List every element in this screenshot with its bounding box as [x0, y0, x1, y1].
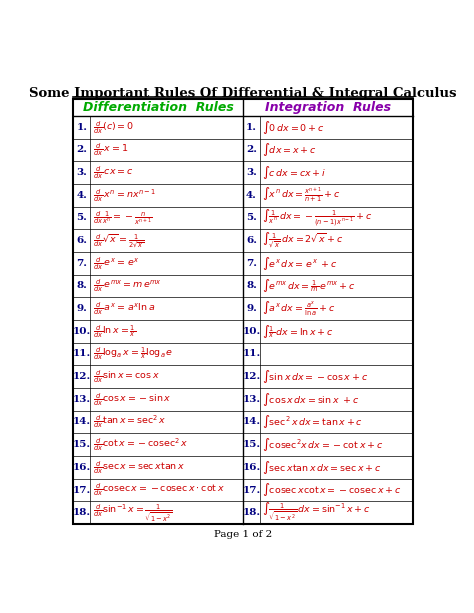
Text: $\frac{d}{dx}\tan x = \sec^2 x$: $\frac{d}{dx}\tan x = \sec^2 x$	[92, 414, 166, 430]
Text: $\frac{d}{dx}\sin x = \cos x$: $\frac{d}{dx}\sin x = \cos x$	[92, 368, 160, 385]
Text: 6.: 6.	[76, 236, 87, 245]
Text: 18.: 18.	[242, 508, 261, 517]
Text: 7.: 7.	[76, 259, 87, 268]
Text: 17.: 17.	[73, 485, 91, 495]
Text: 13.: 13.	[242, 395, 261, 404]
Text: $\int \sin x\,dx = -\cos x + c$: $\int \sin x\,dx = -\cos x + c$	[262, 368, 368, 385]
Text: 8.: 8.	[76, 281, 87, 291]
Text: 10.: 10.	[242, 327, 261, 336]
Text: $\frac{d}{dx}\,x^n = nx^{n-1}$: $\frac{d}{dx}\,x^n = nx^{n-1}$	[92, 187, 155, 204]
Text: 2.: 2.	[76, 145, 87, 154]
Text: Differentiation  Rules: Differentiation Rules	[82, 101, 234, 114]
Text: Some Important Rules Of Differential & Integral Calculus: Some Important Rules Of Differential & I…	[29, 88, 456, 101]
Text: 17.: 17.	[242, 485, 261, 495]
Text: $\frac{d}{dx}\,e^x =\, e^x$: $\frac{d}{dx}\,e^x =\, e^x$	[92, 255, 139, 272]
Text: 11.: 11.	[242, 349, 261, 359]
Text: 4.: 4.	[76, 191, 87, 200]
Text: $\int \sec^2 x\,dx = \tan x + c$: $\int \sec^2 x\,dx = \tan x + c$	[262, 414, 364, 430]
Text: $\frac{d}{dx}\,x = 1$: $\frac{d}{dx}\,x = 1$	[92, 142, 128, 158]
Text: 10.: 10.	[73, 327, 91, 336]
Text: $\int \frac{1}{x}\,dx = \ln x + c$: $\int \frac{1}{x}\,dx = \ln x + c$	[262, 323, 334, 340]
Text: $\frac{d}{dx}\sqrt{x} = \frac{1}{2\sqrt{x}}$: $\frac{d}{dx}\sqrt{x} = \frac{1}{2\sqrt{…	[92, 232, 144, 249]
Text: 15.: 15.	[242, 440, 261, 449]
Text: $\int \mathrm{cosec}\, x\cot x = -\mathrm{cosec}\, x + c$: $\int \mathrm{cosec}\, x\cot x = -\mathr…	[262, 482, 402, 498]
Text: $\int \frac{1}{x^n}\,dx = -\frac{1}{(n-1)\,x^{n-1}} + c$: $\int \frac{1}{x^n}\,dx = -\frac{1}{(n-1…	[262, 207, 373, 229]
Text: $\frac{d}{dx}\,e^{mx} = m\,e^{mx}$: $\frac{d}{dx}\,e^{mx} = m\,e^{mx}$	[92, 278, 162, 294]
Text: 1.: 1.	[246, 123, 257, 132]
Text: 9.: 9.	[76, 304, 87, 313]
Text: Page 1 of 2: Page 1 of 2	[214, 530, 272, 539]
Text: $\int \frac{1}{\sqrt{x}}\,dx = 2\sqrt{x} + c$: $\int \frac{1}{\sqrt{x}}\,dx = 2\sqrt{x}…	[262, 231, 344, 250]
Text: $\frac{d}{dx}\log_a x = \frac{1}{x}\log_a e$: $\frac{d}{dx}\log_a x = \frac{1}{x}\log_…	[92, 346, 173, 362]
Text: $\int e^{mx}\,dx = \frac{1}{m}\,e^{mx} + c$: $\int e^{mx}\,dx = \frac{1}{m}\,e^{mx} +…	[262, 278, 356, 294]
Text: $\frac{d}{dx}\sec x = \sec x\tan x$: $\frac{d}{dx}\sec x = \sec x\tan x$	[92, 459, 185, 476]
Text: 16.: 16.	[73, 463, 91, 472]
Text: 2.: 2.	[246, 145, 257, 154]
Text: 3.: 3.	[246, 168, 257, 177]
Text: $\int 0\,dx = 0 + c$: $\int 0\,dx = 0 + c$	[262, 119, 325, 135]
Text: $\int c\,dx = cx + i$: $\int c\,dx = cx + i$	[262, 164, 327, 181]
Text: 7.: 7.	[246, 259, 257, 268]
Text: 8.: 8.	[246, 281, 257, 291]
Text: $\int \cos x\,dx = \sin x\; + c$: $\int \cos x\,dx = \sin x\; + c$	[262, 391, 359, 408]
Text: $\int e^x\,dx =\, e^x\; + c$: $\int e^x\,dx =\, e^x\; + c$	[262, 255, 338, 272]
Text: 4.: 4.	[246, 191, 257, 200]
Text: $\frac{d}{dx}\sin^{-1} x = \frac{1}{\sqrt{1-x^2}}$: $\frac{d}{dx}\sin^{-1} x = \frac{1}{\sqr…	[92, 502, 173, 524]
Text: 5.: 5.	[76, 213, 87, 223]
Text: $\int \sec x\tan x\,dx = \sec x + c$: $\int \sec x\tan x\,dx = \sec x + c$	[262, 459, 382, 476]
Text: 12.: 12.	[73, 372, 91, 381]
Text: 16.: 16.	[242, 463, 261, 472]
Text: 14.: 14.	[242, 417, 261, 427]
Text: $\frac{d}{dx}\,a^x =\, a^x\ln a$: $\frac{d}{dx}\,a^x =\, a^x\ln a$	[92, 300, 155, 317]
Text: Integration  Rules: Integration Rules	[264, 101, 391, 114]
Text: 6.: 6.	[246, 236, 257, 245]
Text: $\int a^x\,dx = \frac{a^x}{\ln a} + c$: $\int a^x\,dx = \frac{a^x}{\ln a} + c$	[262, 300, 336, 318]
Text: 15.: 15.	[73, 440, 91, 449]
Text: 9.: 9.	[246, 304, 257, 313]
Text: $\int x^n\,dx = \frac{x^{n+1}}{n+1} + c$: $\int x^n\,dx = \frac{x^{n+1}}{n+1} + c$	[262, 186, 341, 205]
Text: $\int dx = x + c$: $\int dx = x + c$	[262, 142, 317, 158]
Text: 12.: 12.	[242, 372, 261, 381]
Text: $\frac{d}{dx}\mathrm{cosec}\, x = -\mathrm{cosec}\, x \cdot \cot x$: $\frac{d}{dx}\mathrm{cosec}\, x = -\math…	[92, 482, 224, 498]
Text: $\frac{d}{dx}\ln x = \frac{1}{x}$: $\frac{d}{dx}\ln x = \frac{1}{x}$	[92, 323, 136, 340]
Text: 5.: 5.	[246, 213, 257, 223]
Text: 13.: 13.	[73, 395, 91, 404]
Text: 3.: 3.	[76, 168, 87, 177]
Text: $\frac{d}{dx}(c) = 0$: $\frac{d}{dx}(c) = 0$	[92, 119, 134, 135]
Text: $\frac{d}{dx}\frac{1}{x^n} = -\frac{n}{x^{n+1}}$: $\frac{d}{dx}\frac{1}{x^n} = -\frac{n}{x…	[92, 209, 152, 227]
Text: $\int \frac{1}{\sqrt{1-x^2}}\,dx = \sin^{-1} x + c$: $\int \frac{1}{\sqrt{1-x^2}}\,dx = \sin^…	[262, 501, 371, 524]
Text: $\frac{d}{dx}\cos x = -\sin x$: $\frac{d}{dx}\cos x = -\sin x$	[92, 391, 171, 408]
Text: $\frac{d}{dx}\cot x = -\mathrm{cosec}^2\, x$: $\frac{d}{dx}\cot x = -\mathrm{cosec}^2\…	[92, 436, 188, 453]
Text: 18.: 18.	[73, 508, 91, 517]
Text: $\int \mathrm{cosec}^2 x\,dx = -\cot x + c$: $\int \mathrm{cosec}^2 x\,dx = -\cot x +…	[262, 436, 384, 453]
Text: 1.: 1.	[76, 123, 87, 132]
Text: 11.: 11.	[73, 349, 91, 359]
Text: 14.: 14.	[73, 417, 91, 427]
Text: $\frac{d}{dx}\,cx = c$: $\frac{d}{dx}\,cx = c$	[92, 164, 133, 181]
